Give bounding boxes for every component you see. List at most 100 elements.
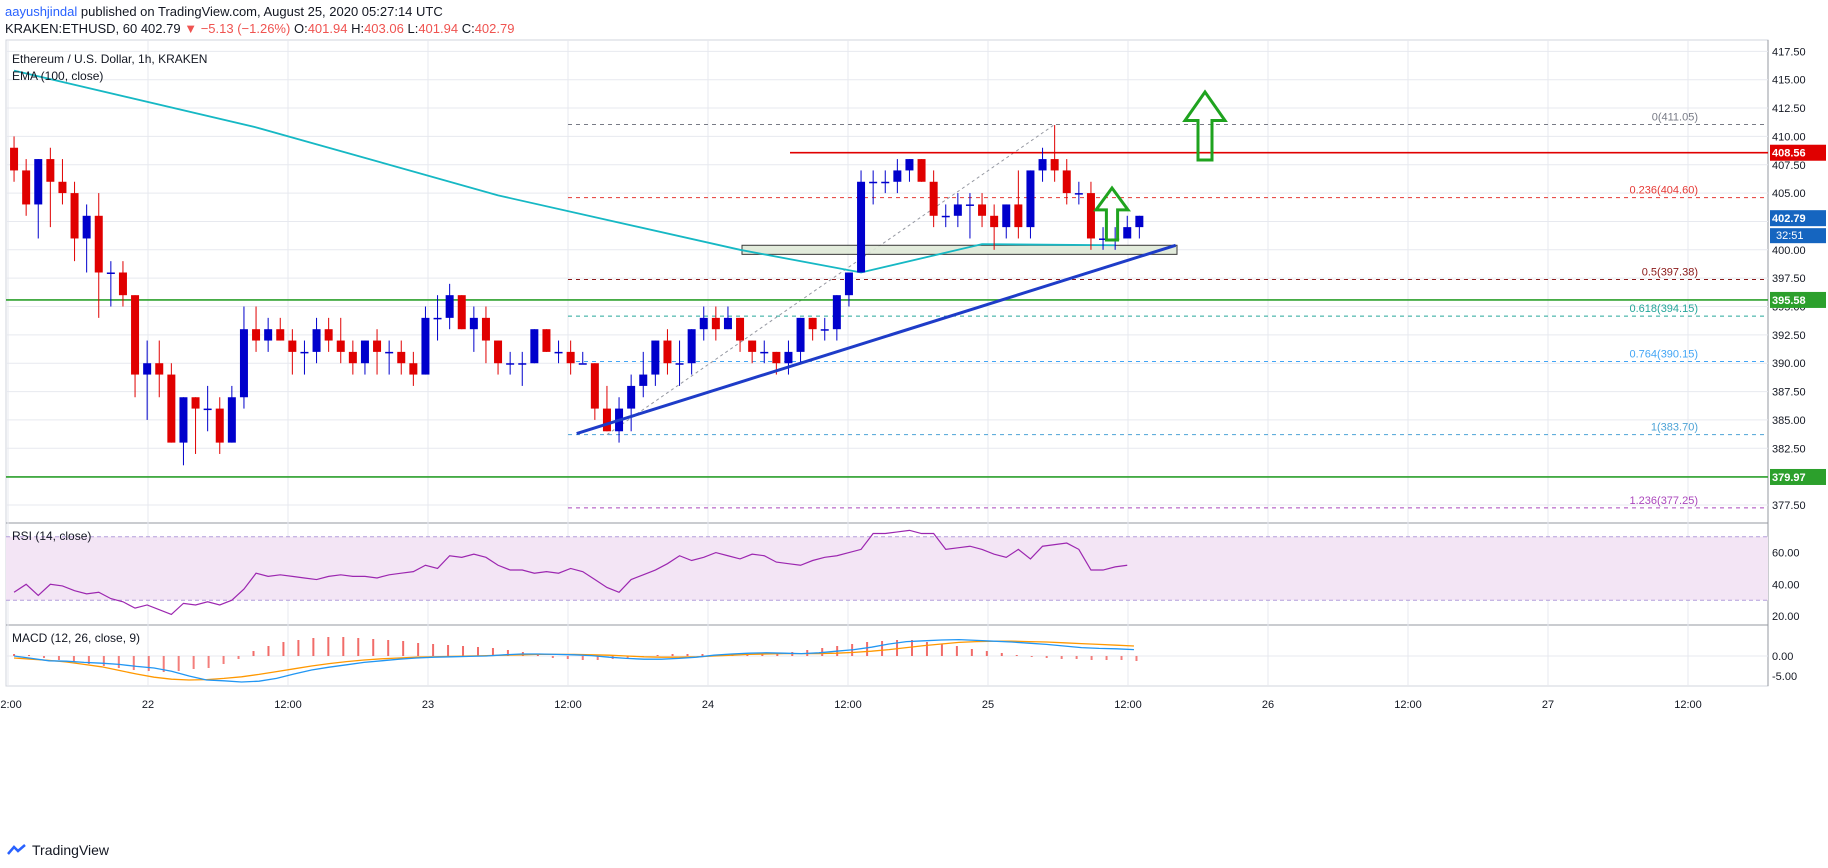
- level-price-tag: [1770, 468, 1826, 485]
- candle-body: [699, 317, 708, 330]
- candle-body: [106, 272, 115, 274]
- macd-line: [13, 638, 1134, 683]
- candle-body: [554, 351, 563, 354]
- ema-100-line: [13, 69, 1116, 274]
- x-tick-label: 12:00: [1674, 699, 1702, 711]
- author-link[interactable]: aayushjindal: [5, 4, 78, 19]
- close-value: 402.79: [474, 21, 515, 36]
- candle-body: [433, 317, 442, 320]
- candle-body: [276, 329, 285, 341]
- up-arrow-large: [1182, 89, 1228, 162]
- candle-body: [542, 329, 551, 352]
- candle-body: [820, 329, 829, 331]
- rsi-tick-label: 20.00: [1772, 611, 1800, 623]
- candle-body: [409, 363, 418, 375]
- candle-body: [300, 351, 309, 354]
- quote-bar: KRAKEN:ETHUSD, 60 402.79 ▼ −5.13 (−1.26%…: [5, 21, 514, 36]
- fib-level-label: 1(383.70): [1651, 422, 1698, 434]
- candle-body: [881, 181, 890, 184]
- candle-body: [239, 329, 248, 398]
- y-tick-label: 392.50: [1772, 330, 1806, 342]
- rsi-pane-title: RSI (14, close): [12, 529, 91, 543]
- candle-body: [965, 204, 974, 206]
- y-tick-label: 400.00: [1772, 245, 1806, 257]
- candle-body: [796, 317, 805, 352]
- candle-body: [131, 295, 140, 375]
- tradingview-logo[interactable]: TradingView: [6, 842, 109, 858]
- candle-body: [227, 397, 236, 443]
- tradingview-logo-icon: [7, 844, 26, 855]
- fib-level-label: 0.236(404.60): [1630, 185, 1699, 197]
- candle-body: [445, 295, 454, 318]
- candle-body: [530, 329, 539, 364]
- candle-body: [1026, 170, 1035, 228]
- ascending-trendline: [576, 243, 1177, 435]
- y-tick-label: 417.50: [1772, 46, 1806, 58]
- fib-level-label: 0.618(394.15): [1630, 303, 1699, 315]
- x-tick-label: 12:00: [554, 699, 582, 711]
- candle-body: [82, 215, 91, 239]
- y-tick-label: 407.50: [1772, 160, 1806, 172]
- fib-level-label: 0(411.05): [1652, 111, 1698, 123]
- publish-info: aayushjindal published on TradingView.co…: [5, 4, 443, 19]
- y-tick-label: 412.50: [1772, 103, 1806, 115]
- y-tick-label: 410.00: [1772, 131, 1806, 143]
- macd-tick-label: 0.00: [1772, 651, 1793, 663]
- candle-body: [1002, 204, 1011, 228]
- candle-body: [22, 170, 31, 205]
- candle-body: [566, 351, 575, 364]
- x-tick-label: 25: [982, 699, 994, 711]
- y-tick-label: 377.50: [1772, 500, 1806, 512]
- candle-body: [481, 317, 490, 341]
- y-tick-label: 397.50: [1772, 273, 1806, 285]
- candle-body: [832, 295, 841, 330]
- x-tick-label: 12:00: [0, 699, 22, 711]
- candle-body: [70, 193, 79, 239]
- ema-indicator-label: EMA (100, close): [12, 69, 103, 83]
- macd-pane-title: MACD (12, 26, close, 9): [12, 631, 140, 645]
- candle-body: [58, 181, 67, 194]
- candle-body: [1014, 204, 1023, 228]
- y-tick-label: 385.00: [1772, 415, 1806, 427]
- candle-body: [602, 408, 611, 432]
- candle-body: [711, 317, 720, 330]
- candle-body: [844, 272, 853, 296]
- candle-body: [772, 351, 781, 364]
- y-tick-label: 390.00: [1772, 358, 1806, 370]
- level-price-label: 395.58: [1772, 295, 1806, 307]
- candle-body: [905, 159, 914, 171]
- candle-body: [990, 215, 999, 228]
- close-label: C:: [461, 21, 475, 36]
- candle-body: [917, 159, 926, 182]
- candle-body: [1050, 159, 1059, 171]
- rsi-tick-label: 60.00: [1772, 548, 1800, 560]
- x-tick-label: 12:00: [1394, 699, 1422, 711]
- level-price-label: 408.56: [1772, 148, 1806, 160]
- candle-body: [118, 272, 127, 296]
- up-arrow-small: [1093, 185, 1131, 242]
- candle-body: [639, 374, 648, 386]
- level-price-tag: [1770, 291, 1826, 308]
- candle-body: [1135, 215, 1144, 228]
- low-value: 401.94: [418, 21, 459, 36]
- candle-body: [179, 397, 188, 443]
- candle-body: [651, 340, 660, 375]
- candle-body: [784, 351, 793, 364]
- candle-body: [857, 181, 866, 273]
- candle-body: [421, 317, 430, 375]
- high-label: H:: [351, 21, 365, 36]
- candle-body: [663, 340, 672, 364]
- x-tick-label: 23: [422, 699, 434, 711]
- publish-date: published on TradingView.com, August 25,…: [80, 4, 443, 19]
- last-price-label: 402.79: [1772, 213, 1806, 225]
- candle-body: [1062, 170, 1071, 194]
- countdown-label: 32:51: [1776, 230, 1804, 242]
- candle-body: [385, 351, 394, 354]
- candle-body: [578, 363, 587, 365]
- candle-body: [191, 397, 200, 409]
- candle-body: [203, 408, 212, 411]
- candle-body: [288, 340, 297, 352]
- last-price: 402.79: [140, 21, 181, 36]
- candle-body: [929, 181, 938, 216]
